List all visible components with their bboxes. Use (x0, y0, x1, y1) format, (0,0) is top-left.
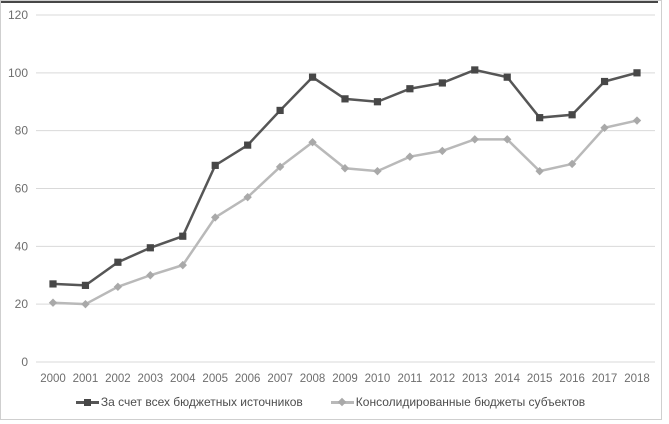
x-axis-label-2013: 2013 (462, 373, 488, 385)
chart-legend: За счет всех бюджетных источников Консол… (0, 395, 661, 409)
marker-all-budget-sources-2002 (114, 258, 122, 266)
marker-consolidated-budgets-2013 (470, 135, 479, 144)
x-axis-label-2005: 2005 (202, 373, 228, 385)
marker-all-budget-sources-2008 (308, 73, 317, 81)
x-axis-label-2011: 2011 (398, 373, 423, 385)
marker-consolidated-budgets-2015 (535, 166, 544, 176)
marker-all-budget-sources-2001 (81, 281, 90, 289)
marker-consolidated-budgets-2018 (632, 116, 642, 125)
marker-all-budget-sources-2007 (276, 106, 284, 115)
y-axis-label-0: 0 (21, 355, 28, 369)
marker-consolidated-budgets-2002 (113, 282, 123, 292)
marker-consolidated-budgets-2016 (567, 159, 577, 169)
marker-all-budget-sources-2013 (471, 66, 479, 74)
legend-item-all-budget-sources: За счет всех бюджетных источников (75, 395, 303, 409)
marker-consolidated-budgets-2009 (340, 164, 350, 173)
marker-consolidated-budgets-2017 (600, 123, 609, 132)
x-axis-label-2000: 2000 (40, 373, 66, 385)
y-axis-label-120: 120 (8, 8, 28, 22)
y-axis-label-40: 40 (15, 239, 29, 253)
marker-all-budget-sources-2011 (406, 85, 414, 93)
x-axis-label-2002: 2002 (105, 373, 131, 385)
x-axis-label-2016: 2016 (559, 373, 585, 385)
marker-consolidated-budgets-2011 (405, 152, 415, 161)
marker-consolidated-budgets-2008 (308, 138, 317, 147)
legend-item-consolidated-budgets: Консолидированные бюджеты субъектов (330, 395, 586, 409)
marker-all-budget-sources-2016 (568, 111, 576, 119)
x-axis-label-2007: 2007 (267, 373, 293, 385)
y-axis-label-100: 100 (8, 66, 28, 80)
marker-all-budget-sources-2003 (146, 244, 154, 252)
marker-all-budget-sources-2004 (179, 232, 187, 240)
marker-consolidated-budgets-2000 (48, 298, 58, 307)
y-axis-label-60: 60 (15, 182, 29, 196)
x-axis-label-2010: 2010 (365, 373, 391, 385)
x-axis-label-2006: 2006 (235, 373, 261, 385)
marker-consolidated-budgets-2012 (438, 146, 447, 156)
x-axis-label-2012: 2012 (430, 373, 456, 385)
x-axis-label-2017: 2017 (592, 373, 618, 385)
marker-all-budget-sources-2018 (633, 69, 641, 77)
legend-label-all-budget-sources: За счет всех бюджетных источников (100, 395, 303, 409)
marker-all-budget-sources-2009 (341, 95, 349, 103)
x-axis-label-2018: 2018 (624, 373, 650, 385)
x-axis-label-2009: 2009 (332, 373, 358, 385)
y-axis-label-80: 80 (15, 124, 29, 138)
marker-consolidated-budgets-2005 (211, 213, 220, 222)
marker-consolidated-budgets-2006 (243, 192, 252, 202)
legend-square-key-icon (75, 397, 99, 407)
marker-all-budget-sources-2015 (536, 114, 544, 122)
marker-all-budget-sources-2014 (503, 73, 511, 81)
legend-label-consolidated-budgets: Консолидированные бюджеты субъектов (355, 395, 586, 409)
square-marker-icon (83, 398, 91, 406)
x-axis-label-2003: 2003 (138, 373, 164, 385)
marker-all-budget-sources-2017 (600, 77, 609, 86)
x-axis-label-2001: 2001 (73, 373, 99, 385)
marker-consolidated-budgets-2003 (146, 271, 155, 280)
marker-consolidated-budgets-2014 (503, 135, 512, 144)
marker-all-budget-sources-2000 (49, 280, 57, 288)
marker-all-budget-sources-2012 (438, 79, 446, 87)
x-axis-label-2004: 2004 (170, 373, 196, 385)
legend-diamond-key-icon (330, 397, 354, 407)
marker-all-budget-sources-2006 (244, 141, 252, 149)
marker-all-budget-sources-2005 (211, 161, 219, 169)
figure-top-edge (0, 0, 658, 3)
y-axis-label-20: 20 (15, 297, 29, 311)
x-axis-label-2014: 2014 (494, 373, 520, 385)
marker-consolidated-budgets-2010 (373, 166, 382, 176)
marker-consolidated-budgets-2001 (81, 299, 90, 309)
marker-consolidated-budgets-2007 (275, 162, 285, 172)
marker-consolidated-budgets-2004 (178, 260, 187, 270)
x-axis-label-2015: 2015 (527, 373, 553, 385)
diamond-marker-icon (338, 397, 347, 407)
line-chart-canvas: 0 20 40 60 80 100 120 2000 2001 2002 2003 2004 2005 2… (8, 8, 655, 385)
marker-all-budget-sources-2010 (373, 98, 382, 106)
series-line-consolidated-budgets (52, 119, 638, 306)
x-axis-label-2008: 2008 (300, 373, 326, 385)
